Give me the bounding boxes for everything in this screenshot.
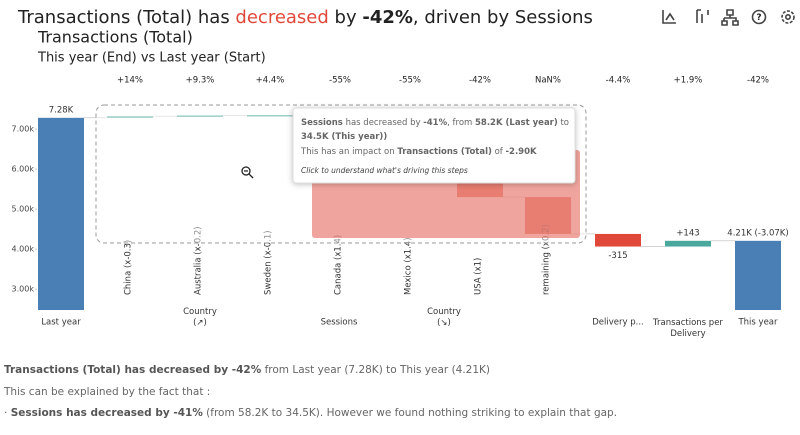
label-line: (↗) [193,318,207,328]
x-tick-label: Australia (x-0.2) [194,226,204,295]
bar [38,117,84,310]
nar-part: · [4,407,11,419]
tt-part: , from [447,118,475,128]
title-part: decreased [235,7,328,28]
group-label: Country (↗) [183,307,217,328]
tooltip-line: Sessions has decreased by -41%, from 58.… [301,118,569,128]
tooltip-line: This has an impact on Transactions (Tota… [300,147,537,157]
tt-part: -2.90K [506,147,537,157]
change-label: -55% [399,76,421,86]
change-label: -42% [469,76,491,86]
x-tick-label: Mexico (x1.4) [404,237,414,295]
x-tick-label: Delivery p... [592,318,644,328]
tt-part: ) [383,132,387,142]
x-tick-label: USA (x1) [474,258,484,295]
label-line: (↘) [437,318,451,328]
narrative-line: Transactions (Total) has decreased by -4… [4,364,490,376]
zoom-cursor [241,166,254,179]
nar-part: Transactions (Total) has [4,364,149,376]
x-tick-label: Transactions per Delivery [652,318,723,339]
y-tick-label: 7.00k [12,125,35,134]
bar [247,115,293,117]
x-tick-label: This year [737,318,778,328]
group-label: Sessions [321,318,358,328]
title-part: by [329,7,363,28]
title: Transactions (Total) has decreased by -4… [17,7,593,28]
toolbar: ? [662,9,795,26]
title-part: , driven by Sessions [413,7,593,28]
value-label: +143 [676,228,699,238]
nar-part: (from 58.2K to 34.5K). However we found … [203,407,617,419]
value-label: -315 [608,251,627,261]
waterfall-icon[interactable] [696,9,709,23]
x-tick-label: Last year [41,318,81,328]
chart: 3.00k 4.00k 5.00k 6.00k 7.00k 7.28K Last year +… [12,76,789,339]
change-label: +1.9% [674,76,703,86]
bar [595,233,641,247]
tt-part: to [558,118,569,128]
group-label: Country (↘) [427,307,461,328]
value-label: 4.21K (-3.07K) [727,228,788,238]
label-line: Country [427,307,461,317]
bar [107,116,153,118]
change-label: +9.3% [186,76,215,86]
tt-part: has decreased by [343,118,423,128]
change-label: +4.4% [256,76,285,86]
change-label: -55% [329,76,351,86]
tooltip-line: 34.5K (This year)) [301,132,387,142]
title-part: -42% [362,7,413,28]
narrative-line: · Sessions has decreased by -41% (from 5… [4,407,617,419]
settings-center [784,14,791,21]
tree-icon[interactable] [721,9,739,26]
tt-part: Transactions (Total) [397,147,492,157]
value-label: 7.28K [49,105,74,115]
y-tick-label: 4.00k [12,245,35,254]
subtitle: Transactions (Total) [37,28,193,47]
nar-part: by -42% [210,364,262,376]
x-tick-label: Sweden (x-0.1) [264,230,274,295]
y-tick-label: 5.00k [12,205,35,214]
nar-part: decreased [91,407,152,419]
nar-part: decreased [149,364,210,376]
bar [735,240,781,310]
bar [665,240,711,247]
nar-part: from Last year (7.28K) to This year (4.2… [261,364,490,376]
x-tick-label: remaining (x0.2) [542,224,552,295]
nar-part: by -41% [152,407,204,419]
tt-part: This has an impact on [300,147,397,157]
nar-part: Sessions has [11,407,91,419]
help-mark: ? [756,13,761,23]
tt-part: of [492,147,506,157]
change-label: +14% [117,76,143,86]
x-tick-label: China (x-0.3) [124,240,134,295]
y-tick-label: 3.00k [12,285,35,294]
chart-icon[interactable] [662,10,676,24]
label-line: Delivery [670,329,705,339]
tooltip [292,107,576,184]
tt-part: 34.5K (This year) [301,132,383,142]
change-label: -4.4% [606,76,631,86]
y-tick-label: 6.00k [12,165,35,174]
change-label: -42% [747,76,769,86]
tt-part: -41% [423,118,447,128]
bar [177,115,223,117]
help-icon[interactable] [751,9,767,25]
tt-part: 58.2K (Last year) [475,118,558,128]
x-tick-label: Canada (x1.4) [334,235,344,295]
narrative-line: This can be explained by the fact that : [3,386,210,398]
change-label: NaN% [535,76,561,86]
settings-icon[interactable] [781,10,795,24]
tooltip-hint: Click to understand what's driving this … [301,166,468,175]
label-line: Country [183,307,217,317]
comparison: This year (End) vs Last year (Start) [37,51,266,66]
hover-overlay: Sessions has decreased by -41%, from 58.… [95,104,587,244]
tt-part: Sessions [301,118,343,128]
title-part: Transactions (Total) has [17,7,235,28]
label-line: Transactions per [652,318,723,328]
